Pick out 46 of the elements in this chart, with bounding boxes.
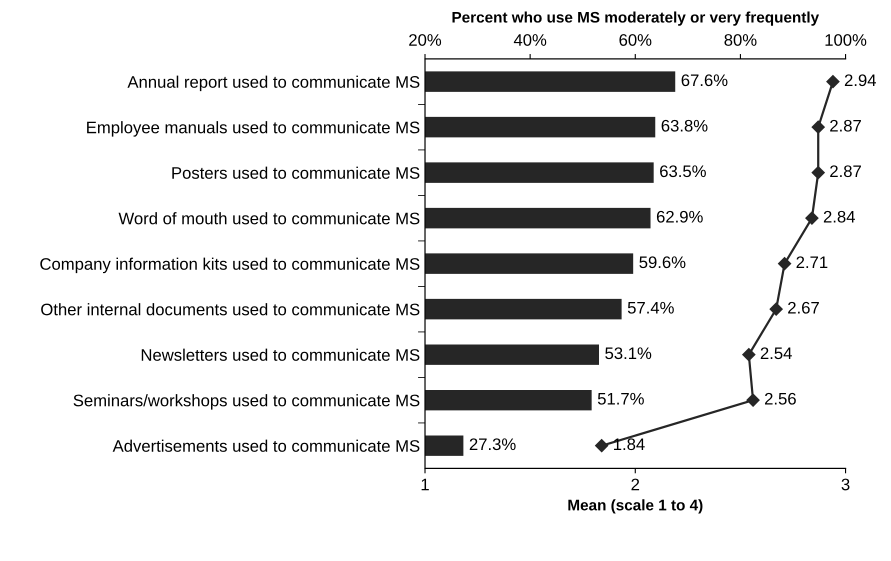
- point: [778, 257, 792, 270]
- y-tick-label: Employee manuals used to communicate MS: [87, 121, 420, 137]
- y-tick-label: Seminars/workshops used to communicate MS: [74, 394, 420, 410]
- x2-axis-title: Percent who use MS moderately or very frequently: [452, 11, 820, 26]
- data-label: 2.87: [830, 120, 861, 132]
- data-label: 2.67: [788, 302, 819, 314]
- x-tick-label: 2: [631, 478, 640, 490]
- point: [812, 120, 825, 134]
- point: [746, 394, 760, 407]
- data-label: 27.3%: [470, 438, 516, 450]
- data-label: 2.94: [844, 74, 876, 86]
- y-tick-label: Advertisements used to communicate MS: [112, 440, 420, 452]
- x2-tick-label: 100%: [826, 34, 866, 46]
- y-tick-label: Annual report used to communicate MS: [127, 76, 420, 92]
- data-label: 62.9%: [656, 210, 703, 223]
- data-label: 59.6%: [639, 256, 686, 268]
- point: [770, 302, 783, 316]
- data-label: 1.84: [614, 438, 645, 450]
- data-label: 2.71: [796, 256, 828, 268]
- data-label: 2.54: [760, 347, 792, 360]
- data-label: 2.84: [824, 210, 855, 223]
- x2-tick-label: 20%: [409, 34, 442, 46]
- data-label: 2.87: [830, 165, 861, 178]
- y-tick-label: Newsletters used to communicate MS: [142, 348, 420, 361]
- data-label: 67.6%: [682, 74, 728, 86]
- data-label: 53.1%: [605, 347, 652, 360]
- data-label: 57.4%: [628, 302, 674, 314]
- y-tick-label: Other internal documents used to communicate MS: [41, 303, 420, 316]
- x-tick-label: 3: [842, 478, 850, 490]
- x2-tick-label: 80%: [724, 34, 757, 46]
- point: [742, 348, 756, 362]
- data-label: 63.8%: [662, 120, 708, 132]
- x2-tick-label: 40%: [514, 34, 546, 46]
- data-label: 2.56: [764, 392, 796, 405]
- data-label: 51.7%: [598, 392, 644, 405]
- y-tick-label: Company information kits used to communicate MS: [40, 258, 420, 274]
- point: [595, 439, 608, 452]
- x2-tick-label: 60%: [619, 34, 652, 46]
- y-tick-label: Word of mouth used to communicate MS: [118, 212, 420, 224]
- point: [826, 75, 840, 88]
- point: [812, 166, 825, 180]
- y-tick-label: Posters used to communicate MS: [172, 166, 420, 179]
- point: [805, 212, 819, 225]
- x-axis-title: Mean (scale 1 to 4): [568, 499, 702, 514]
- data-label: 63.5%: [660, 165, 706, 178]
- x-tick-label: 1: [422, 478, 429, 490]
